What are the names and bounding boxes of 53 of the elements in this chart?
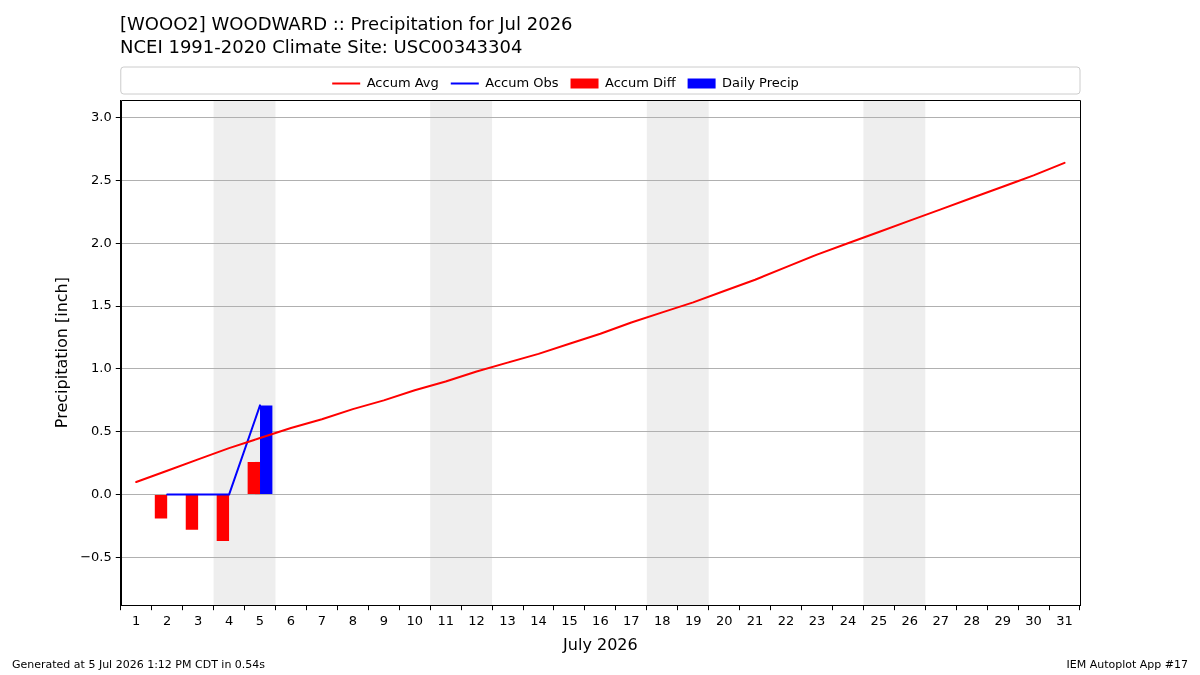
x-tick-label: 9 xyxy=(379,613,388,629)
legend-label: Accum Obs xyxy=(485,74,559,90)
x-tick-label: 30 xyxy=(1025,613,1042,629)
y-tick-label: 1.0 xyxy=(91,360,112,376)
x-tick-label: 3 xyxy=(193,613,203,629)
y-tick-label: 0.5 xyxy=(91,423,112,439)
x-tick-label: 7 xyxy=(317,613,327,629)
x-tick-label: 19 xyxy=(684,613,702,629)
chart-title: [WOOO2] WOODWARD :: Precipitation for Jul 2026 xyxy=(120,12,573,35)
y-tick-label: −0.5 xyxy=(80,548,112,564)
x-tick-label: 23 xyxy=(808,613,826,629)
legend-label: Daily Precip xyxy=(722,74,799,90)
y-tick-label: 2.0 xyxy=(91,234,112,250)
x-tick-label: 28 xyxy=(963,613,980,629)
x-tick-label: 29 xyxy=(994,613,1011,629)
x-tick-label: 18 xyxy=(654,613,671,629)
x-tick-label: 13 xyxy=(499,613,516,629)
x-tick-label: 11 xyxy=(437,613,454,629)
x-tick-label: 17 xyxy=(623,613,640,629)
legend-label: Accum Avg xyxy=(366,74,439,90)
bar xyxy=(247,461,261,495)
x-tick-label: 22 xyxy=(777,613,795,629)
x-tick-label: 24 xyxy=(839,613,857,629)
x-tick-label: 10 xyxy=(406,613,423,629)
y-tick-label: 1.5 xyxy=(91,297,112,313)
y-tick-label: 2.5 xyxy=(91,171,112,187)
x-tick-label: 16 xyxy=(592,613,609,629)
x-tick-label: 26 xyxy=(901,613,919,629)
x-tick-label: 25 xyxy=(870,613,888,629)
chart-subtitle: NCEI 1991-2020 Climate Site: USC00343304 xyxy=(120,35,524,58)
x-tick-label: 15 xyxy=(561,613,578,629)
x-tick-label: 31 xyxy=(1056,613,1073,629)
bar xyxy=(154,495,168,519)
x-tick-label: 8 xyxy=(348,613,357,629)
bar xyxy=(185,495,199,530)
x-tick-label: 27 xyxy=(932,613,950,629)
x-tick-label: 14 xyxy=(530,613,547,629)
x-tick-label: 12 xyxy=(468,613,485,629)
x-axis-title: July 2026 xyxy=(562,634,638,654)
x-tick-label: 6 xyxy=(286,613,296,629)
x-tick-label: 4 xyxy=(224,613,234,629)
text: IEM Autoplot App #17 xyxy=(1066,658,1188,671)
legend-label: Accum Diff xyxy=(605,74,677,90)
x-tick-label: 2 xyxy=(163,613,172,629)
x-tick-label: 5 xyxy=(255,613,265,629)
x-tick-label: 21 xyxy=(746,613,764,629)
text: Generated at 5 Jul 2026 1:12 PM CDT in 0.54s xyxy=(12,658,266,671)
y-axis-title: Precipitation [inch] xyxy=(51,277,71,429)
y-tick-label: 3.0 xyxy=(91,108,112,124)
x-tick-label: 20 xyxy=(715,613,733,629)
bar xyxy=(216,495,230,542)
y-tick-label: 0.0 xyxy=(91,485,112,501)
x-tick-label: 1 xyxy=(132,613,141,629)
